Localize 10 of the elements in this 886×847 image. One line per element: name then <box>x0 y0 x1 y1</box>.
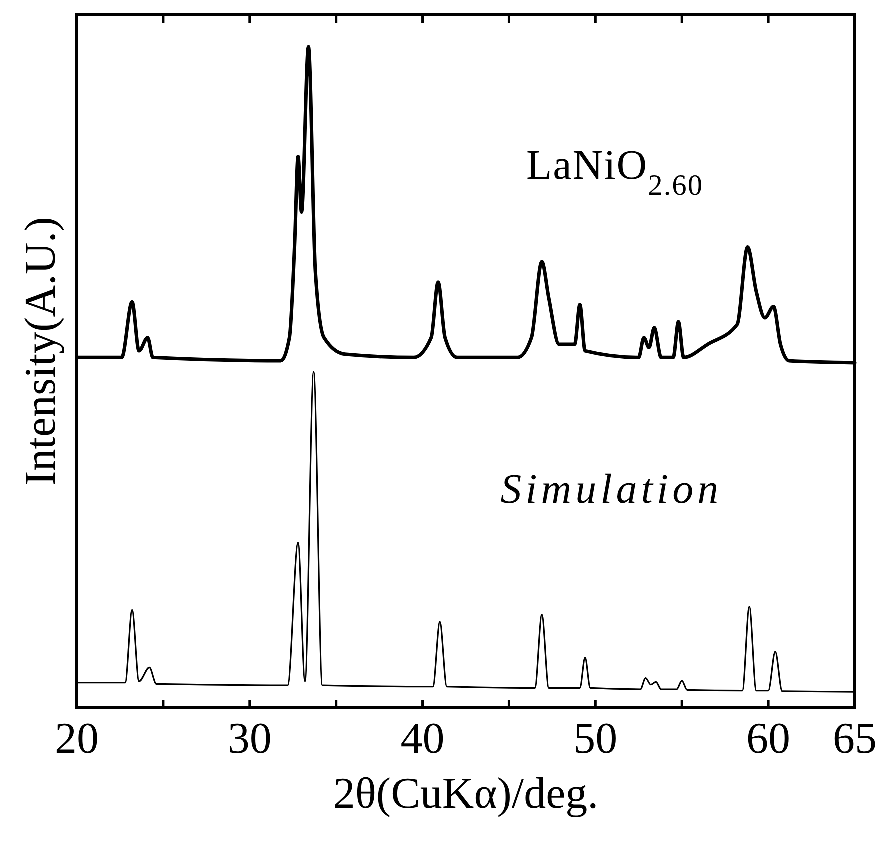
x-tick-label: 20 <box>55 714 99 763</box>
x-axis-title: 2θ(CuKα)/deg. <box>333 769 599 818</box>
x-tick-label: 60 <box>746 714 791 763</box>
x-tick-label: 50 <box>574 714 618 763</box>
text: Simulation <box>500 467 723 514</box>
series-label: LaNiO$_{2.60}$ <box>526 143 704 202</box>
x-tick-label: 30 <box>228 714 272 763</box>
x-tick-label: 65 <box>833 714 877 763</box>
x-tick-label: 40 <box>400 714 445 763</box>
y-axis-title: Intensity(A.U.) <box>16 217 65 486</box>
